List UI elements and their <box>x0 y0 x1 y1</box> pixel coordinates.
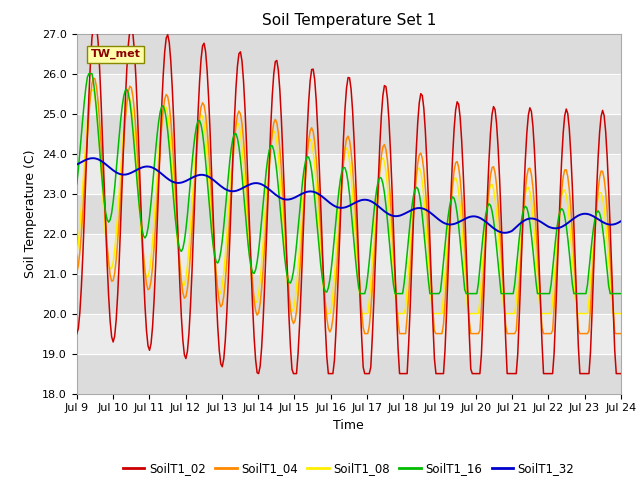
SoilT1_16 <box>312 213 320 218</box>
Bar <box>77 234 621 274</box>
SoilT1_02 <box>589 269 597 275</box>
SoilT1_08 <box>255 290 262 296</box>
SoilT1_32 <box>264 185 271 191</box>
SoilT1_16 <box>73 181 81 187</box>
SoilT1_04 <box>361 331 369 336</box>
SoilT1_32 <box>90 156 97 161</box>
SoilT1_02 <box>266 159 273 165</box>
SoilT1_02 <box>256 363 264 369</box>
SoilT1_32 <box>617 218 625 224</box>
Line: SoilT1_04: SoilT1_04 <box>77 78 621 334</box>
SoilT1_08 <box>73 252 81 258</box>
SoilT1_04 <box>312 156 320 161</box>
SoilT1_04 <box>617 331 625 336</box>
SoilT1_16 <box>237 156 244 162</box>
SoilT1_32 <box>312 190 320 196</box>
SoilT1_32 <box>141 164 149 169</box>
SoilT1_16 <box>85 71 93 76</box>
SoilT1_02 <box>237 49 244 55</box>
Bar <box>77 73 621 114</box>
SoilT1_04 <box>90 75 97 81</box>
SoilT1_08 <box>323 311 331 316</box>
SoilT1_16 <box>356 291 364 297</box>
Bar <box>77 354 621 394</box>
SoilT1_32 <box>73 162 81 168</box>
SoilT1_32 <box>255 180 262 186</box>
SoilT1_32 <box>500 230 508 236</box>
SoilT1_02 <box>617 371 625 376</box>
SoilT1_16 <box>255 248 262 253</box>
SoilT1_08 <box>617 311 625 316</box>
SoilT1_08 <box>237 131 244 136</box>
SoilT1_08 <box>264 173 271 179</box>
Title: Soil Temperature Set 1: Soil Temperature Set 1 <box>262 13 436 28</box>
SoilT1_08 <box>88 87 96 93</box>
SoilT1_08 <box>141 269 149 275</box>
SoilT1_02 <box>141 303 149 309</box>
Bar <box>77 274 621 313</box>
SoilT1_04 <box>589 253 597 259</box>
Line: SoilT1_02: SoilT1_02 <box>77 25 621 373</box>
SoilT1_16 <box>617 291 625 297</box>
SoilT1_02 <box>73 331 81 336</box>
Bar <box>77 114 621 154</box>
Bar <box>77 193 621 234</box>
SoilT1_32 <box>237 186 244 192</box>
Text: TW_met: TW_met <box>90 49 140 59</box>
SoilT1_02 <box>90 23 97 28</box>
SoilT1_08 <box>312 181 320 187</box>
SoilT1_08 <box>589 238 597 243</box>
Line: SoilT1_16: SoilT1_16 <box>77 73 621 294</box>
SoilT1_04 <box>255 310 262 316</box>
Bar <box>77 154 621 193</box>
Bar <box>77 313 621 354</box>
Legend: SoilT1_02, SoilT1_04, SoilT1_08, SoilT1_16, SoilT1_32: SoilT1_02, SoilT1_04, SoilT1_08, SoilT1_… <box>118 457 579 480</box>
SoilT1_32 <box>589 214 597 219</box>
X-axis label: Time: Time <box>333 419 364 432</box>
SoilT1_16 <box>589 225 597 231</box>
SoilT1_04 <box>237 111 244 117</box>
SoilT1_04 <box>73 270 81 276</box>
SoilT1_04 <box>264 191 271 196</box>
Line: SoilT1_32: SoilT1_32 <box>77 158 621 233</box>
SoilT1_16 <box>141 235 149 241</box>
Line: SoilT1_08: SoilT1_08 <box>77 90 621 313</box>
SoilT1_02 <box>255 371 262 376</box>
SoilT1_04 <box>141 269 149 275</box>
Bar <box>77 34 621 73</box>
Y-axis label: Soil Temperature (C): Soil Temperature (C) <box>24 149 36 278</box>
SoilT1_02 <box>314 127 321 133</box>
SoilT1_16 <box>264 156 271 162</box>
